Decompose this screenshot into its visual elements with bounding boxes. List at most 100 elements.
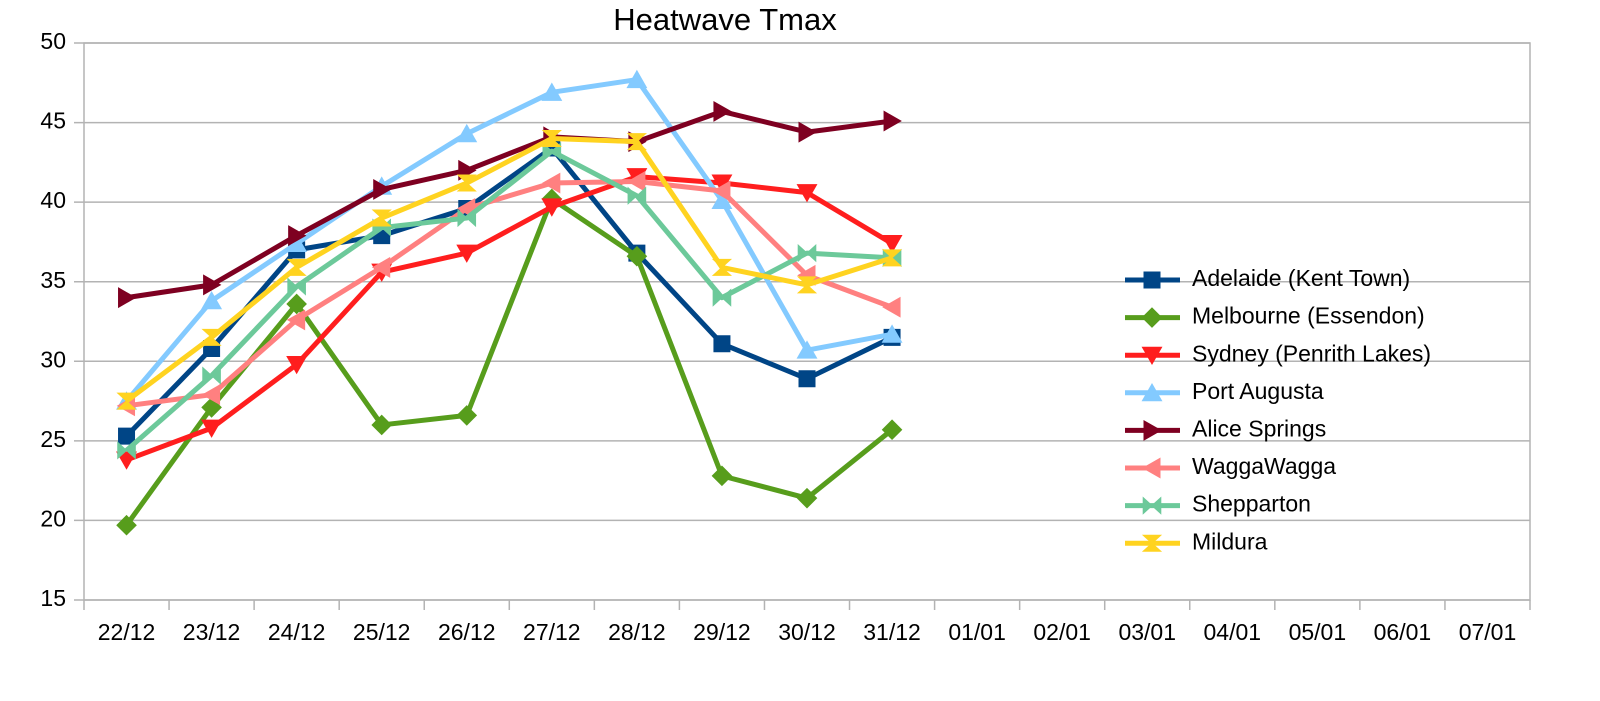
legend-label: Mildura <box>1192 528 1268 554</box>
marker <box>118 287 137 309</box>
marker <box>712 180 731 202</box>
marker <box>541 198 563 217</box>
legend-marker <box>1142 457 1161 479</box>
y-tick-label: 20 <box>40 506 66 532</box>
legend-label: Alice Springs <box>1192 415 1326 441</box>
chart-title: Heatwave Tmax <box>613 2 837 37</box>
marker <box>626 245 648 267</box>
series-line <box>125 174 894 463</box>
x-tick-label: 05/01 <box>1289 619 1347 645</box>
marker <box>542 172 561 194</box>
marker <box>796 184 818 203</box>
x-tick-label: 26/12 <box>438 619 496 645</box>
marker <box>711 465 733 487</box>
x-tick-label: 06/01 <box>1374 619 1432 645</box>
marker <box>542 142 562 161</box>
x-tick-label: 02/01 <box>1033 619 1091 645</box>
marker <box>201 384 221 406</box>
marker <box>881 324 903 343</box>
marker <box>798 370 816 388</box>
y-tick-label: 15 <box>40 585 66 611</box>
legend-label: Melbourne (Essendon) <box>1192 303 1425 329</box>
marker <box>116 514 137 536</box>
marker <box>626 133 647 151</box>
legend-marker <box>1143 271 1161 289</box>
legend-label: Adelaide (Kent Town) <box>1192 265 1410 291</box>
x-tick-label: 07/01 <box>1459 619 1517 645</box>
series-line <box>126 108 893 301</box>
marker <box>627 170 646 192</box>
marker <box>712 288 732 307</box>
marker <box>286 309 306 331</box>
y-tick-label: 25 <box>40 426 66 452</box>
x-tick-label: 01/01 <box>948 619 1006 645</box>
x-tick-label: 30/12 <box>778 619 836 645</box>
x-tick-label: 27/12 <box>523 619 581 645</box>
x-tick-label: 24/12 <box>268 619 326 645</box>
marker <box>456 405 478 426</box>
y-tick-label: 50 <box>40 28 66 54</box>
marker <box>881 249 903 267</box>
marker <box>796 340 818 359</box>
y-tick-label: 45 <box>40 108 66 134</box>
legend-marker <box>1142 496 1162 515</box>
marker <box>118 427 136 445</box>
y-tick-label: 30 <box>40 346 66 372</box>
marker <box>201 419 223 438</box>
legend-label: WaggaWagga <box>1192 453 1336 479</box>
legend-label: Port Augusta <box>1192 378 1324 404</box>
marker <box>371 256 391 278</box>
marker <box>117 441 136 460</box>
marker <box>371 209 392 227</box>
marker <box>201 291 223 310</box>
x-tick-label: 22/12 <box>98 619 156 645</box>
marker <box>456 123 478 143</box>
x-tick-label: 31/12 <box>863 619 921 645</box>
marker <box>286 258 307 276</box>
series-line <box>125 135 893 404</box>
marker <box>796 276 818 294</box>
marker <box>202 366 221 385</box>
marker <box>116 392 137 410</box>
y-tick-label: 35 <box>40 267 66 293</box>
legend-marker <box>1141 307 1163 328</box>
legend-label: Shepparton <box>1192 491 1311 517</box>
legend-marker <box>1143 419 1162 441</box>
marker <box>541 82 563 101</box>
marker <box>541 129 562 147</box>
marker <box>626 69 648 89</box>
marker <box>881 419 903 441</box>
legend-marker <box>1141 534 1163 552</box>
marker <box>711 190 733 210</box>
x-tick-label: 29/12 <box>693 619 751 645</box>
marker <box>797 243 817 263</box>
x-tick-label: 04/01 <box>1204 619 1262 645</box>
marker <box>456 244 478 263</box>
marker <box>201 328 222 346</box>
y-tick-label: 40 <box>40 187 66 213</box>
marker <box>713 335 731 353</box>
marker <box>711 258 733 276</box>
marker <box>713 100 732 122</box>
marker <box>286 355 308 375</box>
series-line <box>124 77 893 403</box>
marker <box>798 121 817 143</box>
marker <box>286 293 307 315</box>
marker <box>627 186 647 205</box>
legend-label: Sydney (Penrith Lakes) <box>1192 340 1431 366</box>
x-tick-label: 03/01 <box>1118 619 1176 645</box>
marker <box>203 274 222 296</box>
x-tick-label: 23/12 <box>183 619 241 645</box>
x-tick-label: 28/12 <box>608 619 666 645</box>
marker <box>371 414 393 436</box>
marker <box>796 487 818 509</box>
marker <box>881 235 903 254</box>
x-tick-label: 25/12 <box>353 619 411 645</box>
marker <box>116 451 137 470</box>
marker <box>456 174 477 192</box>
marker <box>373 178 392 200</box>
marker <box>457 208 477 228</box>
series-line <box>126 178 893 409</box>
